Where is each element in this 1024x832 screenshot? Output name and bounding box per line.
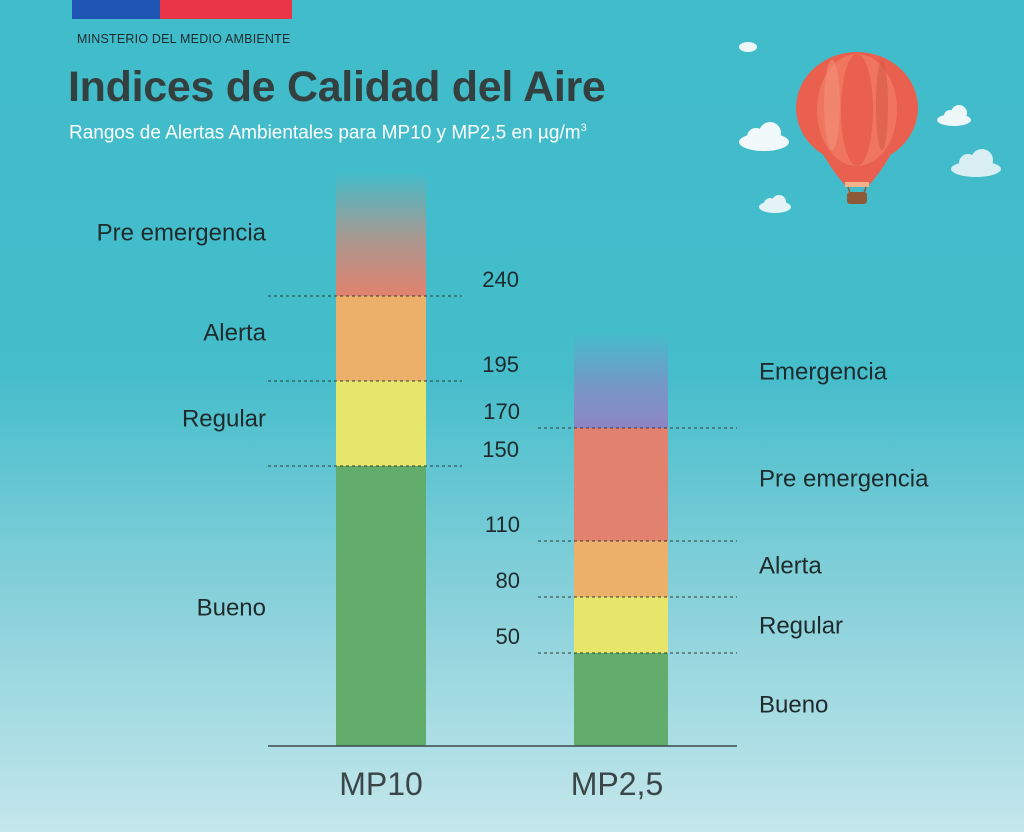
cloud-icon bbox=[739, 42, 757, 52]
segment-label-mp2-5-emergencia: Emergencia bbox=[759, 358, 888, 385]
segment-label-mp10-regular: Regular bbox=[182, 405, 266, 432]
threshold-label-mp2-5-80: 80 bbox=[496, 568, 520, 593]
page-subtitle: Rangos de Alertas Ambientales para MP10 … bbox=[69, 122, 587, 144]
segment-label-mp10-pre-emergencia: Pre emergencia bbox=[97, 219, 267, 246]
bar-segment-mp2-5-bueno bbox=[574, 653, 668, 746]
threshold-label-mp10-195: 195 bbox=[482, 352, 519, 377]
segment-label-mp10-alerta: Alerta bbox=[203, 319, 266, 346]
hot-air-balloon-icon bbox=[796, 52, 918, 204]
page-title: Indices de Calidad del Aire bbox=[68, 63, 606, 111]
segment-label-mp2-5-alerta: Alerta bbox=[759, 552, 822, 579]
chile-flag-stripe bbox=[72, 0, 292, 19]
cloud-icon bbox=[739, 122, 789, 151]
segment-label-mp10-bueno: Bueno bbox=[197, 594, 266, 621]
bar-segment-mp10-pre-emergencia bbox=[336, 172, 426, 296]
flag-red-band bbox=[160, 0, 292, 19]
subtitle-text: Rangos de Alertas Ambientales para MP10 … bbox=[69, 122, 581, 144]
category-label-mp10: MP10 bbox=[339, 766, 423, 802]
bar-segment-mp10-bueno bbox=[336, 466, 426, 746]
category-label-mp2-5: MP2,5 bbox=[571, 766, 663, 802]
bar-segment-mp2-5-alerta bbox=[574, 541, 668, 597]
cloud-icon bbox=[759, 195, 791, 213]
threshold-label-mp2-5-170: 170 bbox=[483, 399, 520, 424]
bar-segment-mp2-5-pre-emergencia bbox=[574, 428, 668, 541]
bar-segment-mp10-alerta bbox=[336, 296, 426, 381]
threshold-label-mp2-5-110: 110 bbox=[485, 512, 520, 537]
bar-segment-mp10-regular bbox=[336, 381, 426, 466]
subtitle-superscript: 3 bbox=[580, 122, 587, 134]
threshold-label-mp2-5-50: 50 bbox=[496, 624, 520, 649]
threshold-label-mp10-240: 240 bbox=[482, 267, 519, 292]
flag-blue-band bbox=[72, 0, 160, 19]
bar-segment-mp2-5-emergencia bbox=[574, 332, 668, 428]
ministry-name: MINSTERIO DEL MEDIO AMBIENTE bbox=[77, 32, 291, 46]
segment-label-mp2-5-regular: Regular bbox=[759, 612, 843, 639]
threshold-label-mp10-150: 150 bbox=[482, 437, 519, 462]
segment-label-mp2-5-pre-emergencia: Pre emergencia bbox=[759, 465, 929, 492]
cloud-icon bbox=[951, 149, 1001, 177]
bar-segment-mp2-5-regular bbox=[574, 597, 668, 653]
cloud-icon bbox=[937, 105, 971, 126]
segment-label-mp2-5-bueno: Bueno bbox=[759, 691, 828, 718]
